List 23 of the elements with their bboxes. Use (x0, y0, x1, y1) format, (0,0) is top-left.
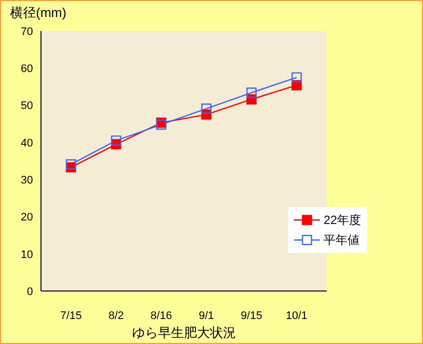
y-tick-label: 50 (20, 100, 33, 112)
y-tick-label: 60 (20, 63, 33, 76)
legend-label: 平年値 (324, 232, 360, 248)
x-tick-label: 8/16 (150, 310, 172, 322)
legend-label: 22年度 (324, 212, 361, 228)
x-tick-label: 10/1 (286, 310, 308, 322)
y-tick-label: 20 (20, 212, 33, 224)
y-tick-label: 0 (26, 286, 33, 298)
y-tick-label: 70 (20, 26, 33, 38)
point (292, 72, 302, 83)
point (66, 159, 76, 170)
x-tick-label: 7/15 (60, 310, 82, 322)
y-tick-label: 10 (20, 248, 33, 261)
x-tick-label: 8/2 (108, 310, 124, 322)
point (111, 135, 122, 146)
x-tick-label: 9/1 (198, 310, 214, 322)
x-axis-title: ゆら早生肥大状況 (132, 325, 236, 340)
x-tick-label: 9/15 (240, 310, 262, 322)
point (201, 104, 212, 114)
y-axis-title: 横径(mm) (10, 4, 66, 22)
y-tick-label: 30 (20, 174, 33, 186)
y-tick-label: 40 (20, 137, 33, 150)
point (246, 88, 257, 98)
